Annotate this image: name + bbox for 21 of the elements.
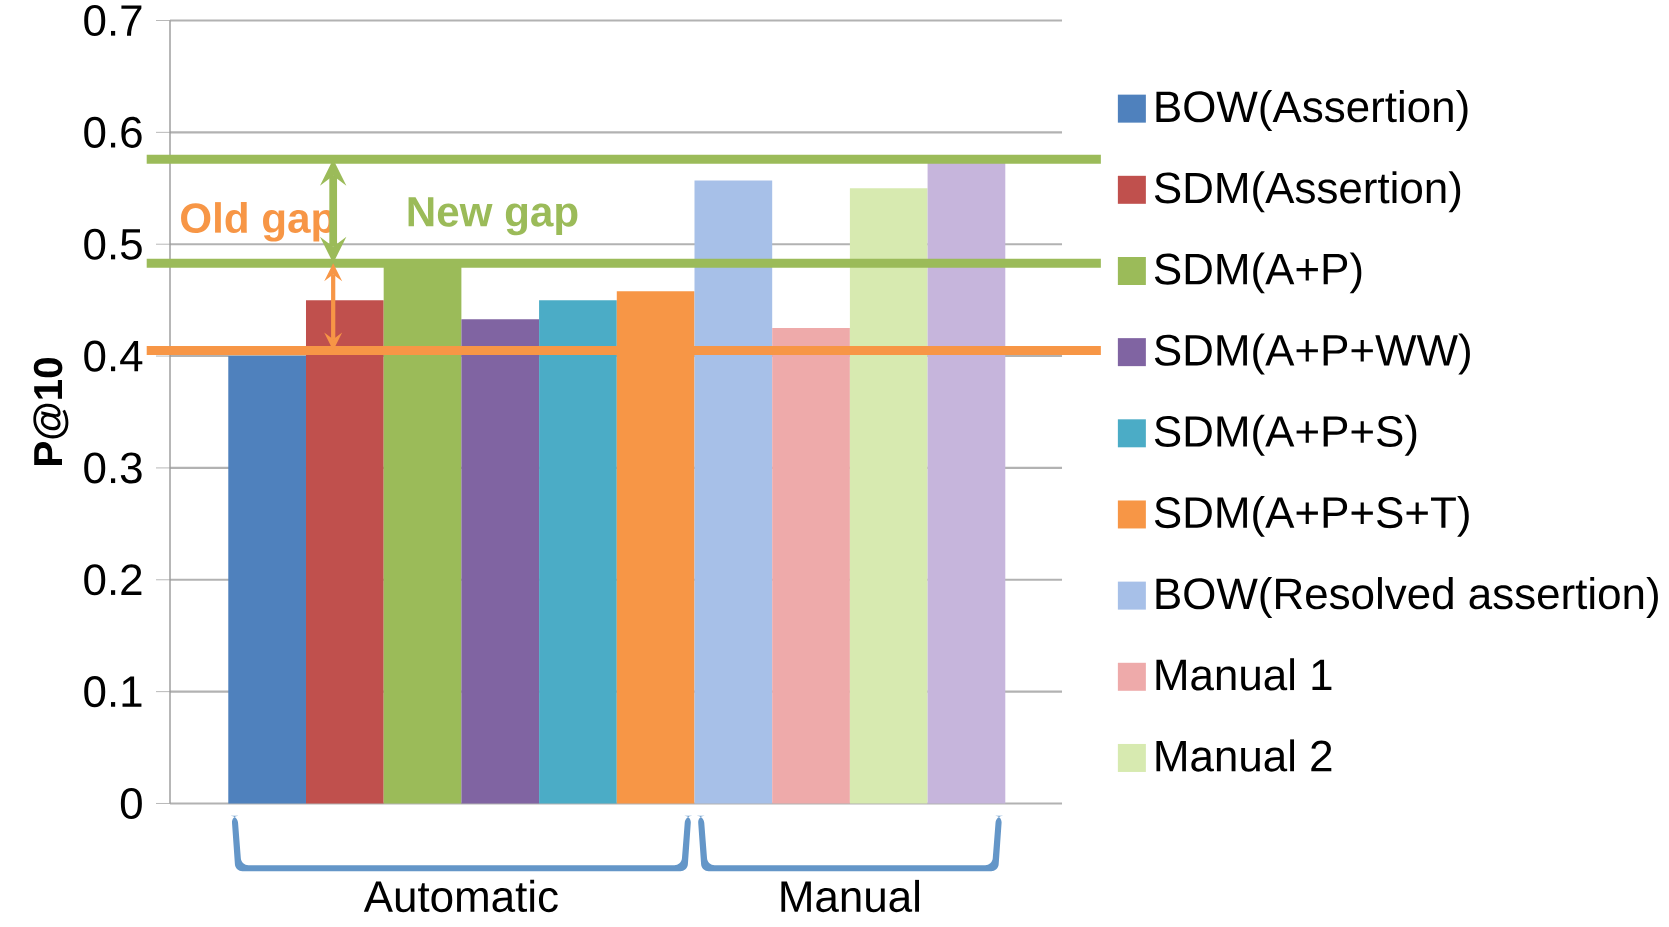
legend-label: SDM(A+P)	[1154, 252, 1362, 294]
legend-label: BOW(Assertion)	[1156, 90, 1468, 132]
legend-label: BOW(Resolved assertion)	[1156, 577, 1658, 618]
legend-label: SDM(A+P+S+T)	[1154, 495, 1469, 537]
y-tick-label: 0	[120, 787, 142, 820]
legend-label: SDM(Assertion)	[1154, 171, 1461, 213]
annotation: New gap	[408, 197, 578, 236]
y-tick-label: 0.5	[84, 228, 142, 260]
legend-label: SDM(A+P+S)	[1154, 414, 1417, 456]
x-tick-label: Automatic	[363, 879, 558, 913]
x-tick-label: Manual	[781, 879, 919, 913]
legend-label: Manual 2	[1156, 739, 1332, 772]
y-tick-label: 0.3	[84, 452, 142, 484]
y-axis-title: P@10	[33, 357, 69, 465]
legend-label: Manual 1	[1156, 658, 1332, 691]
y-tick-label: 0.1	[84, 676, 142, 708]
y-tick-label: 0.7	[84, 4, 142, 37]
y-tick-label: 0.2	[84, 564, 142, 596]
legend-label: SDM(A+P+WW)	[1154, 333, 1470, 375]
y-tick-label: 0.4	[84, 340, 143, 372]
y-tick-label: 0.6	[84, 116, 142, 148]
